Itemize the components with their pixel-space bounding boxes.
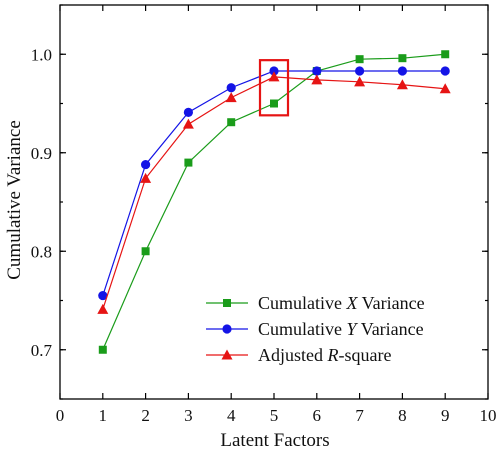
legend-label: Cumulative Y Variance	[258, 319, 424, 339]
legend: Cumulative X Variance Cumulative Y Varian…	[206, 293, 425, 365]
x-tick-label: 2	[141, 406, 150, 425]
legend-label: Adjusted R-square	[258, 345, 391, 365]
y-tick-label: 0.8	[31, 242, 52, 261]
x-tick-label: 0	[56, 406, 65, 425]
x-tick-label: 1	[99, 406, 108, 425]
data-point	[141, 159, 151, 170]
data-point	[183, 107, 193, 117]
x-tick-label: 4	[227, 406, 236, 425]
data-point	[397, 66, 407, 76]
data-point	[312, 66, 322, 76]
x-tick-label: 6	[313, 406, 322, 425]
data-point	[441, 50, 450, 59]
x-axis-title: Latent Factors	[220, 430, 329, 451]
data-point	[227, 118, 236, 127]
data-point	[268, 71, 280, 82]
data-point	[396, 79, 408, 90]
data-point	[140, 172, 152, 183]
data-point	[182, 118, 194, 129]
legend-label: Cumulative X Variance	[258, 293, 425, 313]
data-point	[398, 54, 407, 63]
data-point	[355, 66, 365, 76]
data-point	[98, 290, 108, 301]
highlight-layer	[258, 59, 290, 117]
data-point	[225, 92, 237, 103]
data-point	[97, 303, 109, 314]
legend-marker	[222, 324, 232, 334]
data-point	[440, 66, 450, 76]
y-tick-label: 0.7	[31, 341, 53, 360]
x-tick-label: 5	[270, 406, 279, 425]
x-tick-label: 3	[184, 406, 193, 425]
data-point	[311, 74, 323, 85]
data-point	[355, 55, 364, 64]
y-axis-title: Cumulative Variance	[4, 120, 25, 280]
data-point	[354, 76, 366, 87]
x-tick-label: 8	[398, 406, 407, 425]
x-tick-label: 9	[441, 406, 450, 425]
x-tick-label: 10	[480, 406, 497, 425]
series-line-3	[102, 76, 446, 310]
plot-area	[59, 4, 489, 400]
legend-marker	[223, 299, 231, 307]
data-point	[270, 99, 278, 108]
plot-frame	[59, 4, 489, 400]
y-tick-label: 1.0	[31, 45, 52, 64]
y-axis: 0.7 0.8 0.9 1.0	[31, 4, 488, 400]
data-point	[269, 66, 279, 76]
data-point	[98, 345, 107, 354]
legend-marker	[221, 349, 233, 360]
data-point	[226, 83, 236, 93]
data-point	[141, 247, 150, 256]
y-tick-label: 0.9	[31, 144, 52, 163]
data-point	[439, 83, 451, 94]
data-point	[184, 158, 193, 167]
series-layer	[97, 50, 451, 354]
x-axis: 0 1 2 3 4 5 6 7 8 9 10	[56, 5, 497, 425]
x-tick-label: 7	[355, 406, 364, 425]
highlight-box	[258, 59, 290, 117]
